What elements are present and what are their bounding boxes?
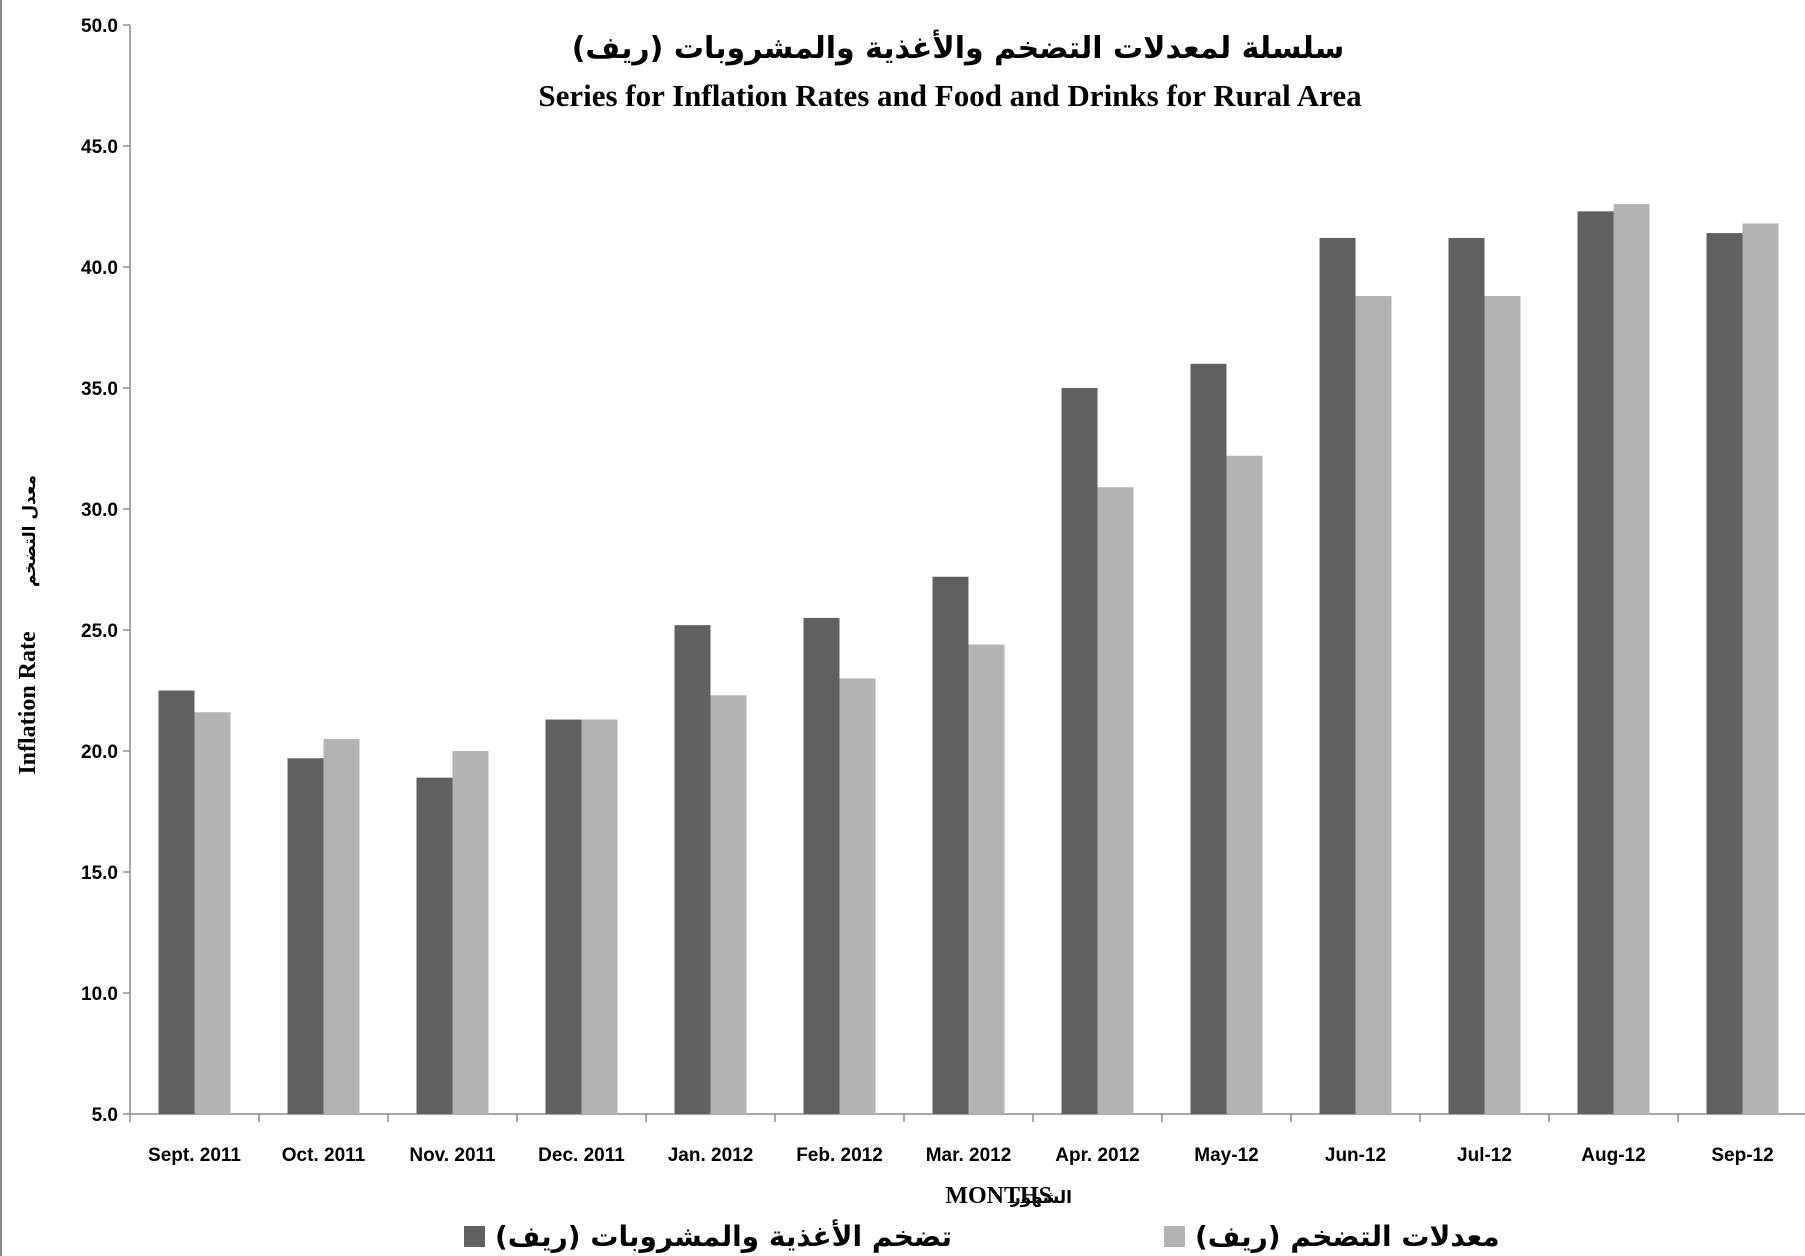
x-tick-label: Oct. 2011	[282, 1145, 366, 1166]
legend-label-series-1: تضخم الأغذية والمشروبات (ريف)	[495, 1219, 952, 1253]
y-tick-label: 25.0	[81, 621, 118, 642]
y-tick-label: 30.0	[81, 500, 118, 521]
bar-series-1	[1190, 363, 1227, 1114]
x-tick-label: Aug-12	[1581, 1145, 1645, 1166]
x-tick-label: Sep-12	[1711, 1145, 1773, 1166]
bar-series-2	[1742, 223, 1779, 1114]
y-tick-label: 15.0	[81, 863, 118, 884]
bar-series-2	[1097, 487, 1134, 1115]
x-tick-label: Mar. 2012	[926, 1145, 1012, 1166]
x-tick-label: Apr. 2012	[1055, 1145, 1140, 1166]
bar-series-2	[968, 644, 1005, 1114]
series-1	[158, 211, 1743, 1115]
bar-series-1	[416, 777, 453, 1114]
bar-series-2	[710, 695, 747, 1114]
x-tick-label: Feb. 2012	[796, 1145, 883, 1166]
bar-series-2	[323, 738, 360, 1114]
y-tick-label: 5.0	[92, 1105, 118, 1126]
x-tick-label: Jan. 2012	[668, 1145, 754, 1166]
x-tick-label: Sept. 2011	[148, 1145, 241, 1166]
x-tick-label: Jun-12	[1325, 1145, 1386, 1166]
bar-series-1	[1319, 237, 1356, 1114]
chart-title-arabic: سلسلة لمعدلات التضخم والأغذية والمشروبات…	[572, 29, 1345, 66]
bar-series-1	[932, 576, 969, 1114]
x-tick-label: May-12	[1194, 1145, 1258, 1166]
bar-series-2	[1613, 204, 1650, 1114]
x-tick-label: Nov. 2011	[409, 1145, 496, 1166]
y-tick-label: 35.0	[81, 379, 118, 400]
series-2	[194, 204, 1779, 1115]
bar-series-1	[545, 719, 582, 1114]
bar-series-1	[1061, 388, 1098, 1114]
bar-series-2	[1355, 296, 1392, 1114]
x-axis: Sept. 2011 Oct. 2011 Nov. 2011 Dec. 2011 Jan…	[129, 1113, 1805, 1166]
x-axis-title: MONTHS	[945, 1183, 1052, 1209]
y-tick-label: 40.0	[81, 258, 118, 279]
bar-series-1	[1706, 233, 1743, 1114]
y-tick-label: 45.0	[81, 137, 118, 158]
bar-series-1	[1448, 237, 1485, 1114]
bar-series-1	[674, 625, 711, 1114]
bar-series-2	[452, 751, 489, 1114]
bar-series-2	[1226, 455, 1263, 1114]
legend-swatch-series-2	[1164, 1226, 1185, 1247]
bar-series-2	[1484, 296, 1521, 1114]
x-tick-label: Dec. 2011	[538, 1145, 625, 1166]
bar-series-1	[803, 617, 840, 1114]
bars	[158, 204, 1779, 1115]
bar-series-1	[158, 690, 195, 1114]
bar-series-1	[287, 758, 324, 1114]
y-tick-label: 20.0	[81, 742, 118, 763]
y-tick-label: 50.0	[81, 16, 118, 37]
legend-label-series-2: معدلات التضخم (ريف)	[1195, 1220, 1500, 1253]
legend-swatch-series-1	[464, 1226, 485, 1247]
chart-title-english: Series for Inflation Rates and Food and …	[538, 78, 1362, 113]
y-axis: 5.0 10.0 15.0 20.0 25.0 30.0 35.0 40.0 45.0 50.0	[81, 16, 131, 1126]
bar-series-1	[1577, 211, 1614, 1115]
bar-series-2	[839, 678, 876, 1114]
y-tick-label: 10.0	[81, 984, 118, 1005]
bar-series-2	[581, 719, 618, 1114]
x-axis-title-arabic: الشهور	[1010, 1188, 1072, 1208]
x-tick-label: Jul-12	[1457, 1145, 1512, 1166]
legend: تضخم الأغذية والمشروبات (ريف) معدلات التض…	[464, 1219, 1500, 1253]
y-axis-title: Inflation Rate	[15, 631, 41, 775]
y-axis-title-arabic: معدل التضخم	[20, 475, 40, 587]
bar-series-2	[194, 712, 231, 1114]
